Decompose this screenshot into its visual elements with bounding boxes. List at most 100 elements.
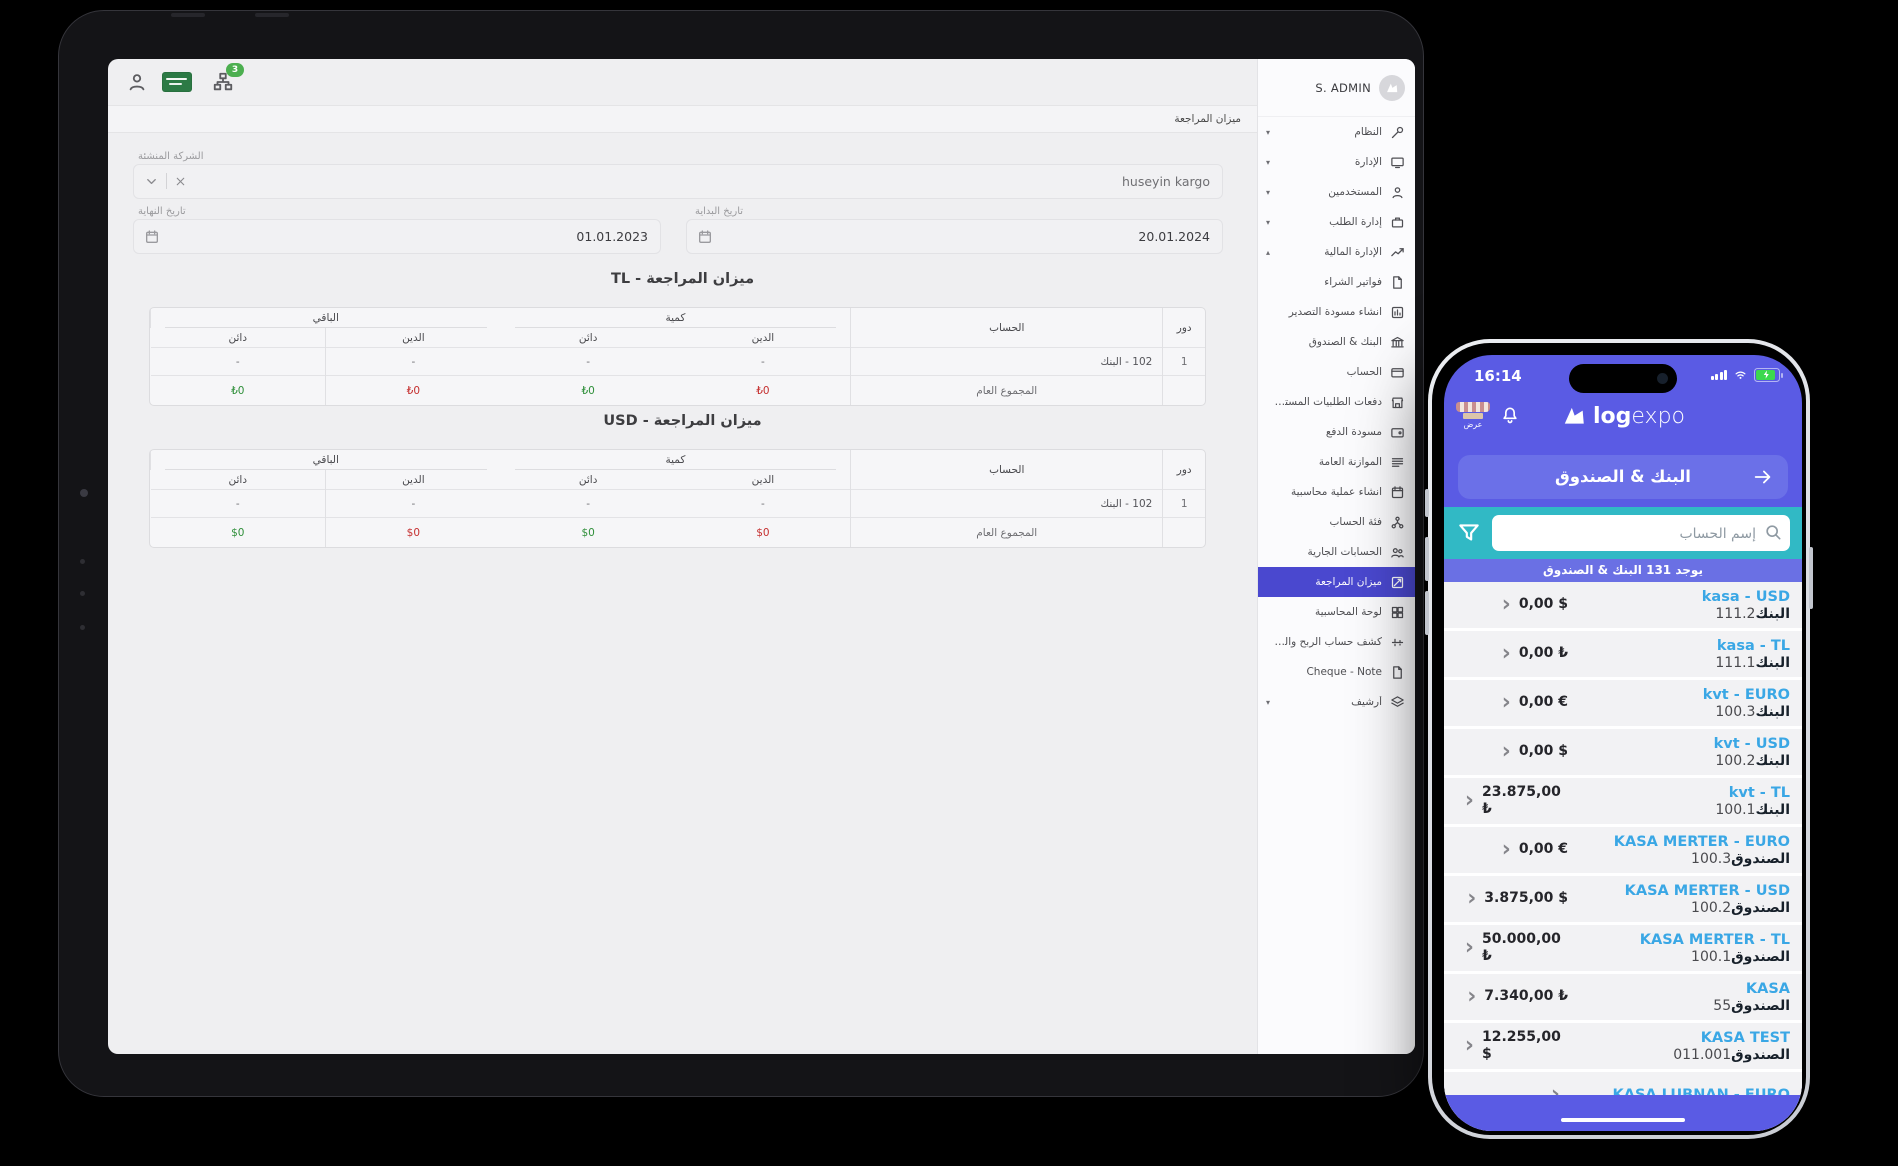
nav-title-bar[interactable]: البنك & الصندوق bbox=[1458, 455, 1788, 499]
account-subtitle: البنك100.3 bbox=[1715, 703, 1790, 720]
account-list-item[interactable]: KASA MERTER - USD الصندوق100.2 3.875,00 … bbox=[1444, 876, 1802, 922]
sidebar-item[interactable]: لوحة المحاسبية bbox=[1258, 597, 1415, 627]
sidebar-item[interactable]: البنك & الصندوق bbox=[1258, 327, 1415, 357]
account-list-item[interactable]: kvt - TL البنك100.1 23.875,00 ₺ ‹ bbox=[1444, 778, 1802, 824]
table-total-row: المجموع العام $0 $0 $0 $0 bbox=[150, 517, 1205, 547]
account-list-item[interactable]: KASA MERTER - TL الصندوق100.1 50.000,00 … bbox=[1444, 925, 1802, 971]
tablet-side-dot bbox=[80, 591, 85, 596]
avatar bbox=[1379, 74, 1405, 101]
end-date-field[interactable]: 01.01.2023 bbox=[133, 219, 661, 254]
saudi-flag-language-icon[interactable] bbox=[162, 72, 192, 92]
sidebar-item[interactable]: الموازنة العامة bbox=[1258, 447, 1415, 477]
col-header-debit: الدين bbox=[751, 473, 775, 486]
home-indicator[interactable] bbox=[1561, 1117, 1685, 1122]
account-balance: 0,00 $ bbox=[1518, 743, 1568, 760]
cell-credit-rem: - bbox=[150, 489, 326, 518]
group-header-quantity: كمية bbox=[501, 308, 851, 328]
total-label: المجموع العام bbox=[850, 517, 1163, 547]
sidebar-item-icon bbox=[1390, 245, 1405, 260]
shop-awning-icon bbox=[1456, 402, 1490, 412]
search-input[interactable] bbox=[1500, 515, 1758, 553]
logo-icon bbox=[1385, 81, 1399, 95]
back-arrow-icon[interactable] bbox=[1752, 466, 1774, 488]
account-list-item[interactable]: KASA MERTER - EURO الصندوق100.3 0,00 € ‹ bbox=[1444, 827, 1802, 873]
logexpo-logo-icon bbox=[1561, 403, 1587, 429]
shop-button[interactable]: عرض bbox=[1456, 402, 1490, 429]
col-header-row: دور bbox=[1162, 308, 1205, 348]
sidebar-item[interactable]: الحسابات الجارية bbox=[1258, 537, 1415, 567]
chevron-down-icon[interactable] bbox=[144, 174, 159, 189]
total-credit-qty: ₺0 bbox=[500, 375, 676, 405]
sidebar-item-icon bbox=[1390, 695, 1405, 710]
sidebar-item[interactable]: النظام ▾ bbox=[1258, 117, 1415, 147]
sidebar-item[interactable]: فئة الحساب bbox=[1258, 507, 1415, 537]
account-list-item[interactable]: KASA الصندوق55 7.340,00 ₺ ‹ bbox=[1444, 974, 1802, 1020]
sidebar-item-icon bbox=[1390, 335, 1405, 350]
filter-funnel-icon[interactable] bbox=[1456, 520, 1482, 546]
sidebar: S. ADMIN النظام ▾ bbox=[1257, 59, 1415, 1054]
sidebar-item[interactable]: الإدارة المالية ▴ bbox=[1258, 237, 1415, 267]
total-debit-rem: $0 bbox=[325, 517, 501, 547]
account-list-item[interactable]: kasa - USD البنك111.2 0,00 $ ‹ bbox=[1444, 582, 1802, 628]
sidebar-item[interactable]: ميزان المراجعة bbox=[1258, 567, 1415, 597]
account-name: KASA bbox=[1745, 980, 1790, 997]
sidebar-item[interactable]: إدارة الطلب ▾ bbox=[1258, 207, 1415, 237]
chevron-left-icon: ‹ bbox=[1464, 1033, 1474, 1058]
calendar-icon[interactable] bbox=[144, 229, 160, 245]
chevron-left-icon: ‹ bbox=[1464, 935, 1474, 960]
user-icon[interactable] bbox=[126, 71, 148, 93]
usd-table-title: ميزان المراجعة - USD bbox=[603, 413, 762, 429]
main-content: 3 ميزان المراجعة الشركة المنشئة huseyin … bbox=[108, 59, 1257, 1054]
account-balance: 0,00 ₺ bbox=[1518, 645, 1568, 662]
page-title: ميزان المراجعة bbox=[1174, 113, 1241, 125]
start-date-field[interactable]: 20.01.2024 bbox=[686, 219, 1223, 254]
wifi-icon bbox=[1732, 368, 1749, 382]
account-list-item[interactable]: kasa - TL البنك111.1 0,00 ₺ ‹ bbox=[1444, 631, 1802, 677]
account-name: kasa - USD bbox=[1701, 588, 1790, 605]
table-row[interactable]: 1 102 - البنك - - - - bbox=[150, 489, 1205, 518]
account-list-item[interactable]: kvt - EURO البنك100.3 0,00 € ‹ bbox=[1444, 680, 1802, 726]
start-date-value: 20.01.2024 bbox=[1138, 229, 1210, 244]
sidebar-item[interactable]: انشاء عملية محاسبية bbox=[1258, 477, 1415, 507]
sidebar-item-label: الإدارة bbox=[1354, 156, 1382, 168]
clear-icon[interactable] bbox=[174, 175, 187, 188]
account-list-item[interactable]: KASA TEST الصندوق011.001 12.255,00 $ ‹ bbox=[1444, 1023, 1802, 1069]
shop-label: عرض bbox=[1463, 420, 1483, 429]
sidebar-item[interactable]: Cheque - Note bbox=[1258, 657, 1415, 687]
account-list[interactable]: kasa - USD البنك111.2 0,00 $ ‹ kasa - bbox=[1444, 582, 1802, 1131]
sidebar-item[interactable]: مسودة الدفع bbox=[1258, 417, 1415, 447]
sidebar-item[interactable]: دفعات الطلبيات المستلمة bbox=[1258, 387, 1415, 417]
sidebar-user[interactable]: S. ADMIN bbox=[1258, 59, 1415, 117]
sidebar-item[interactable]: الحساب bbox=[1258, 357, 1415, 387]
sidebar-item[interactable]: كشف حساب الربح والخسارة bbox=[1258, 627, 1415, 657]
sidebar-item[interactable]: فواتير الشراء bbox=[1258, 267, 1415, 297]
sidebar-item-label: المستخدمين bbox=[1328, 186, 1382, 198]
sidebar-item-icon bbox=[1390, 425, 1405, 440]
chevron-left-icon: ‹ bbox=[1551, 1084, 1560, 1106]
end-date-value: 01.01.2023 bbox=[576, 229, 648, 244]
sidebar-item-icon bbox=[1390, 515, 1405, 530]
sidebar-item[interactable]: الإدارة ▾ bbox=[1258, 147, 1415, 177]
sidebar-item-label: أرشيف bbox=[1351, 696, 1382, 708]
sidebar-item-label: فواتير الشراء bbox=[1324, 276, 1382, 288]
sidebar-item[interactable]: المستخدمين ▾ bbox=[1258, 177, 1415, 207]
table-row[interactable]: 1 102 - البنك - - - - bbox=[150, 347, 1205, 376]
account-list-item[interactable]: kvt - USD البنك100.2 0,00 $ ‹ bbox=[1444, 729, 1802, 775]
sidebar-item-icon bbox=[1390, 635, 1405, 650]
sidebar-item-label: الموازنة العامة bbox=[1318, 456, 1382, 468]
account-balance: 0,00 € bbox=[1518, 841, 1568, 858]
total-label: المجموع العام bbox=[850, 375, 1163, 405]
company-select[interactable]: huseyin kargo bbox=[133, 164, 1223, 199]
account-subtitle: البنك111.1 bbox=[1715, 654, 1790, 671]
calendar-icon[interactable] bbox=[697, 229, 713, 245]
sidebar-item-icon bbox=[1390, 665, 1405, 680]
sidebar-item-label: الإدارة المالية bbox=[1324, 246, 1382, 258]
phone-screen: 16:14 bbox=[1444, 355, 1802, 1131]
sidebar-item[interactable]: انشاء مسودة التصدير bbox=[1258, 297, 1415, 327]
sidebar-item[interactable]: أرشيف ▾ bbox=[1258, 687, 1415, 717]
cell-credit-qty: - bbox=[500, 489, 676, 518]
logo-text-light: expo bbox=[1631, 403, 1685, 429]
tablet-side-dot bbox=[80, 625, 85, 630]
sidebar-item-label: ميزان المراجعة bbox=[1315, 576, 1382, 588]
sidebar-item-label: انشاء مسودة التصدير bbox=[1288, 306, 1382, 318]
